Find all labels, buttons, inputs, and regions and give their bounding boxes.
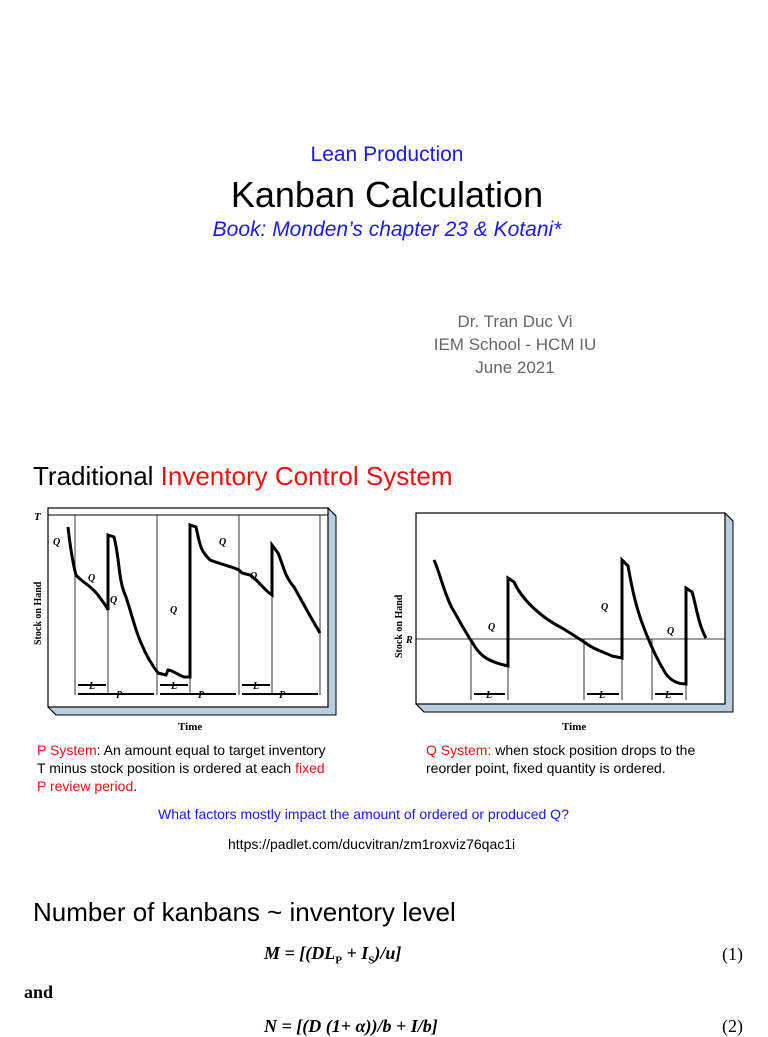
p-label: P: [279, 690, 286, 701]
p-system-text: : An amount equal to target inventory T …: [37, 742, 326, 776]
q-diagram-edge: [415, 703, 425, 713]
section-heading-kanbans: Number of kanbans ~ inventory level: [33, 897, 456, 927]
q1-top-label: Q: [53, 537, 60, 548]
p-diagram-plot-area: [47, 507, 329, 708]
q-stock-curve: [432, 556, 708, 686]
p-system-diagram: T Q Q Q Q Q Q L P L P L P Time Stock on …: [33, 507, 337, 733]
q1-mid-label: Q: [88, 573, 95, 584]
q-system-caption: Q System: when stock position drops to t…: [426, 741, 736, 777]
section-heading-inventory: Traditional Inventory Control System: [33, 461, 453, 492]
formula-1-sub-p: P: [335, 954, 342, 967]
formula-1-lhs: M = [(DL: [264, 943, 336, 963]
formula-2-lhs: N = [(D: [264, 1016, 322, 1036]
p-system-caption: P System: An amount equal to target inve…: [37, 741, 337, 795]
formula-2-rest: (1+ α))/b + I: [321, 1016, 418, 1036]
q-y-axis-label: Stock on Hand: [394, 594, 405, 658]
lp-arrows: [78, 684, 318, 695]
q-label-1: Q: [488, 622, 495, 633]
formula-1: M = [(DLP + IS)/u]: [264, 943, 401, 967]
author-block: Dr. Tran Duc Vi IEM School - HCM IU June…: [360, 310, 670, 379]
q3-top-label: Q: [219, 537, 226, 548]
review-period-lines: [74, 515, 321, 695]
q-diagram-edge: [724, 512, 734, 522]
t-label: T: [34, 511, 42, 523]
formula-1-end: )/u]: [374, 943, 402, 963]
formula-2-number: (2): [722, 1016, 743, 1036]
q-label-3: Q: [667, 626, 674, 637]
and-connector: and: [24, 982, 54, 1002]
formula-1-sub-s: S: [368, 954, 375, 967]
p-system-highlight: fixed P review period: [37, 760, 325, 794]
p-x-axis-label: Time: [178, 721, 202, 733]
p-label: P: [198, 690, 205, 701]
l-label: L: [170, 681, 177, 692]
l-label-1: L: [485, 690, 492, 701]
p-diagram-edge: [327, 507, 337, 517]
author-name: Dr. Tran Duc Vi: [457, 312, 573, 331]
author-date: June 2021: [475, 358, 555, 377]
deck-subtitle: Lean Production: [310, 143, 464, 166]
q-diagram-plot-area: [415, 512, 726, 705]
formula-1-number: (1): [722, 944, 743, 964]
l-label-3: L: [664, 690, 671, 701]
l-label: L: [88, 681, 95, 692]
l-label: L: [252, 681, 259, 692]
p-label: P: [116, 690, 123, 701]
section-heading-highlight: Inventory Control System: [160, 461, 453, 491]
l-label-2: L: [598, 690, 605, 701]
q-system-label: Q System:: [426, 742, 496, 758]
formula-2-end: /b]: [417, 1016, 438, 1036]
book-reference: Book: Monden’s chapter 23 & Kotani*: [212, 218, 562, 241]
section-heading-prefix: Traditional: [33, 461, 161, 491]
p-system-end: .: [133, 778, 138, 794]
formula-2: N = [(D (1+ α))/b + I/b]: [264, 1016, 438, 1037]
q3-mid-label: Q: [250, 571, 257, 582]
q2-left-label: Q: [170, 605, 177, 616]
q-label-2: Q: [601, 602, 608, 613]
page-title: Kanban Calculation: [230, 174, 544, 215]
r-label: R: [405, 635, 413, 646]
p-diagram-edge: [47, 706, 57, 716]
q-x-axis-label: Time: [562, 721, 586, 733]
padlet-link[interactable]: https://padlet.com/ducvitran/zm1roxviz76…: [228, 836, 516, 852]
p-system-label: P System: [37, 742, 97, 758]
q-system-text: when stock position drops to the reorder…: [426, 742, 696, 776]
q-system-diagram: R Q Q Q L L L Time Stock on Hand: [394, 512, 734, 733]
formula-1-mid: + I: [341, 943, 369, 963]
discussion-question: What factors mostly impact the amount of…: [158, 806, 569, 822]
q2-mid-label: Q: [110, 595, 117, 606]
p-y-axis-label: Stock on Hand: [33, 581, 44, 645]
p-stock-curve: [66, 522, 322, 679]
author-school: IEM School - HCM IU: [433, 335, 597, 354]
